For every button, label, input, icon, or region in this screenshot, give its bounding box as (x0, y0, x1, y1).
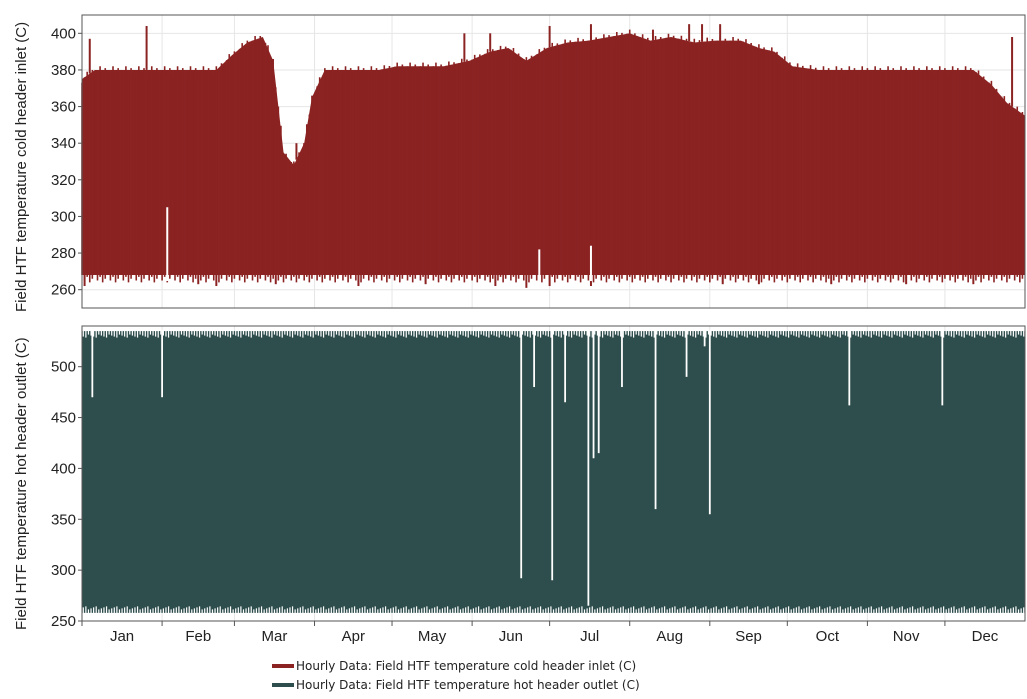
y-tick-label-top: 400 (51, 25, 76, 42)
y-tick-label-top: 300 (51, 208, 76, 225)
x-tick-label: Jun (499, 628, 523, 645)
x-tick-label: Aug (656, 628, 683, 645)
legend-label-cold: Hourly Data: Field HTF temperature cold … (296, 658, 637, 673)
x-tick-label: Dec (972, 628, 999, 645)
y-axis-label-top: Field HTF temperature cold header inlet … (13, 22, 30, 312)
y-tick-label-top: 280 (51, 245, 76, 262)
x-tick-label: Sep (735, 628, 762, 645)
y-tick-label-bottom: 400 (51, 460, 76, 477)
x-tick-label: Apr (342, 628, 365, 645)
y-tick-label-bottom: 250 (51, 613, 76, 630)
top-panel: 260 280 300 320 340 360 380 400 (51, 14, 1026, 309)
legend-label-hot: Hourly Data: Field HTF temperature hot h… (296, 677, 640, 692)
y-tick-label-top: 380 (51, 62, 76, 79)
x-axis: Jan Feb Mar Apr May Jun Jul Aug Sep Oct Nov Dec (81, 621, 999, 645)
series-area-hot-outlet (82, 331, 1025, 613)
x-tick-label: Jan (110, 628, 134, 645)
bottom-panel: 250 300 350 400 450 500 (51, 325, 1026, 630)
x-tick-label: Feb (185, 628, 211, 645)
y-tick-label-top: 340 (51, 135, 76, 152)
y-tick-label-bottom: 450 (51, 410, 76, 427)
x-tick-label: Nov (893, 628, 920, 645)
y-tick-label-top: 260 (51, 282, 76, 299)
x-tick-label: Mar (262, 628, 288, 645)
legend-item-hot: Hourly Data: Field HTF temperature hot h… (272, 675, 640, 694)
legend-item-cold: Hourly Data: Field HTF temperature cold … (272, 656, 640, 675)
x-tick-label: Oct (816, 628, 840, 645)
plot-frame-bottom (81, 325, 1026, 622)
y-tick-label-bottom: 300 (51, 562, 76, 579)
y-tick-label-bottom: 500 (51, 359, 76, 376)
y-axis-label-bottom: Field HTF temperature hot header outlet … (13, 337, 30, 630)
x-tick-label: May (418, 628, 447, 645)
legend: Hourly Data: Field HTF temperature cold … (272, 656, 640, 694)
x-tick-label: Jul (580, 628, 599, 645)
y-tick-label-top: 360 (51, 99, 76, 116)
plot-frame-top (81, 14, 1026, 309)
legend-swatch-hot (272, 682, 294, 687)
y-tick-label-bottom: 350 (51, 511, 76, 528)
y-tick-label-top: 320 (51, 172, 76, 189)
legend-swatch-cold (272, 663, 294, 668)
